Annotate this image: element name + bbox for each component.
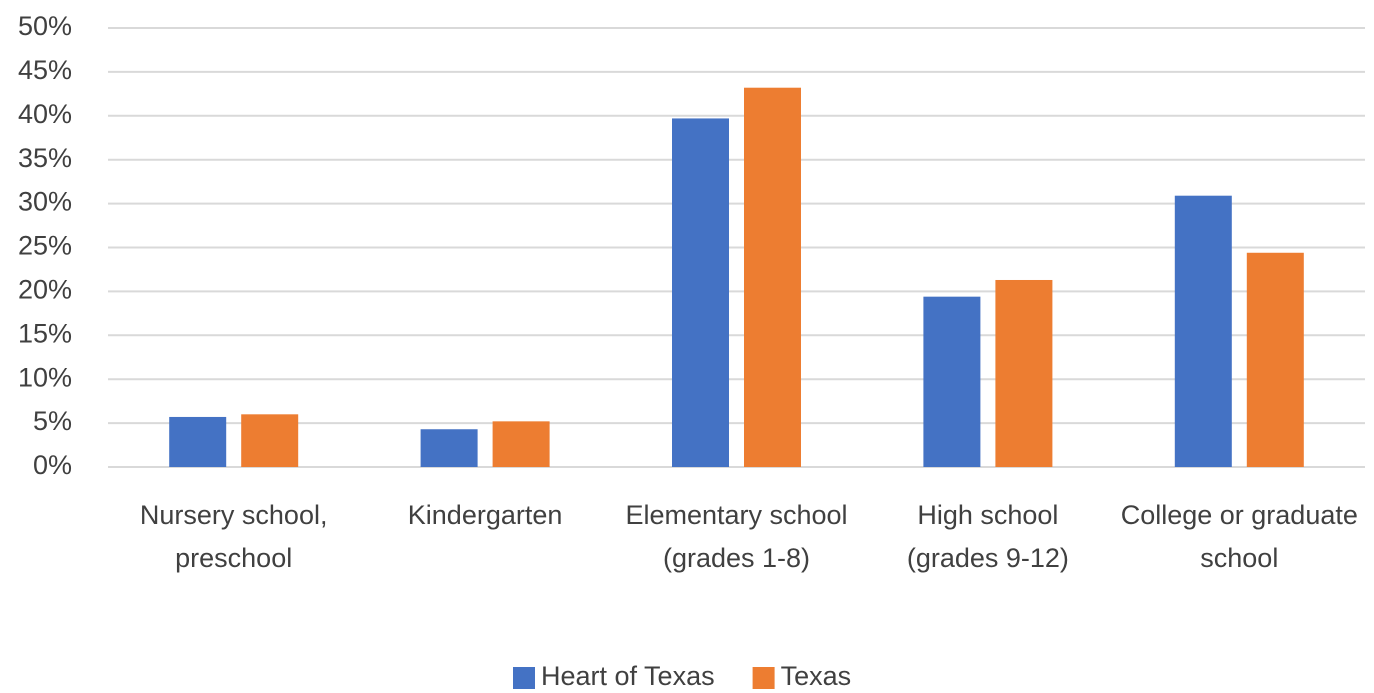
bar — [1174, 195, 1232, 467]
bar — [492, 421, 550, 467]
y-tick-label: 5% — [33, 406, 72, 436]
x-tick-label: Kindergarten — [407, 500, 563, 530]
x-tick-label: Elementary school (grades 1-8) — [625, 500, 848, 573]
x-tick-label: High school (grades 9-12) — [906, 500, 1069, 573]
bar — [241, 414, 299, 467]
y-tick-label: 10% — [18, 362, 72, 392]
y-tick-label: 15% — [18, 318, 72, 348]
y-tick-label: 25% — [18, 231, 72, 261]
x-tick-label: Nursery school, preschool — [139, 500, 328, 573]
bar — [923, 296, 981, 467]
legend-swatch — [752, 667, 775, 689]
legend-label: Texas — [781, 661, 852, 691]
y-tick-label: 45% — [18, 55, 72, 85]
y-tick-label: 30% — [18, 187, 72, 217]
bar — [1246, 252, 1304, 467]
y-tick-label: 35% — [18, 143, 72, 173]
x-tick-label: College or graduate school — [1120, 500, 1358, 573]
y-tick-label: 20% — [18, 275, 72, 305]
y-tick-label: 40% — [18, 99, 72, 129]
bar — [995, 279, 1053, 467]
y-tick-label: 50% — [18, 11, 72, 41]
bar — [744, 87, 801, 467]
legend-swatch — [513, 667, 535, 689]
bar — [169, 416, 227, 467]
bar — [420, 429, 478, 467]
legend-label: Heart of Texas — [541, 661, 715, 691]
y-tick-label: 0% — [33, 450, 72, 480]
bar — [672, 118, 729, 468]
